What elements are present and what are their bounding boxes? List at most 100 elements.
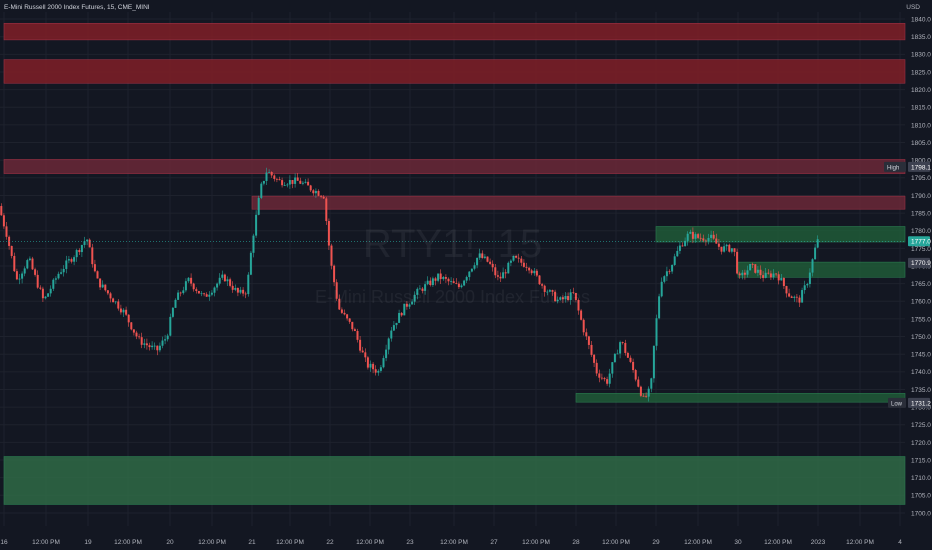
demand-zone [575,393,906,403]
candle-body [361,350,364,353]
candle-body [717,243,720,247]
candle-body [756,269,759,273]
candle-body [203,293,206,295]
price-axis[interactable]: 1700.0 1705.0 1710.0 1715.0 1720.0 1725.0 1730… [911,16,931,517]
candle-body [216,283,219,288]
candle-body [413,294,416,302]
candle-body [457,283,460,288]
candle-body [39,287,42,289]
candle-body [244,293,247,295]
candle-body [262,180,265,184]
price-tick-label: 1765.0 [911,281,931,288]
candle-body [333,265,336,283]
candle-body [442,276,445,280]
candle-body [281,180,284,186]
candle-body [270,171,273,176]
candle-body [593,354,596,363]
candle-body [743,272,746,275]
candle-body [278,179,281,181]
price-tick-label: 1700.0 [911,510,931,517]
candle-body [712,234,715,239]
candle-body [0,206,3,216]
candle-body [379,367,382,371]
watermark-name: E-Mini Russell 2000 Index Futures [314,287,591,307]
price-label-box [908,161,930,172]
price-tick-label: 1835.0 [911,34,931,41]
candle-body [785,286,788,294]
candle-body [811,259,814,273]
candle-body [431,278,434,286]
candle-body [590,344,593,355]
candle-body [801,290,804,303]
candle-body [99,278,102,288]
candle-body [192,283,195,290]
candle-body [374,369,377,373]
price-tick-label: 1805.0 [911,140,931,147]
candle-body [639,386,642,396]
time-tick-label: 28 [572,539,580,546]
candle-body [151,345,154,348]
candle-body [426,280,429,285]
candle-body [533,270,536,274]
candle-body [70,259,73,262]
candle-body [101,284,104,288]
price-tick-label: 1780.0 [911,228,931,235]
candle-body [296,177,299,181]
candle-body [522,262,525,267]
candle-body [780,278,783,281]
candle-body [678,245,681,251]
candle-body [247,274,250,295]
candle-body [411,301,414,305]
candle-body [762,275,765,278]
demand-zone [3,456,906,505]
time-tick-label: 12:00 PM [276,539,304,546]
candle-body [317,190,320,196]
candle-body [156,345,159,351]
price-tick-label: 1745.0 [911,352,931,359]
candle-body [530,270,533,274]
price-label-tag-box [884,161,906,172]
price-tick-label: 1785.0 [911,210,931,217]
candle-body [57,273,60,279]
candle-body [236,287,239,293]
candle-body [567,296,570,300]
candle-body [382,358,385,368]
candle-body [642,395,645,397]
candle-body [80,245,83,253]
candle-body [728,244,731,252]
time-axis[interactable]: 16 12:00 PM 19 12:00 PM 20 12:00 PM 21 12:00 PM… [0,539,902,546]
candle-body [777,274,780,281]
candle-body [34,269,37,275]
candle-body [78,250,81,253]
candle-body [346,314,349,319]
candle-body [291,180,294,184]
candle-body [626,352,629,358]
candle-body [83,241,86,246]
candle-body [564,296,567,300]
candle-body [205,294,208,297]
candle-body [255,214,258,236]
candle-body [348,318,351,322]
time-tick-label: 19 [84,539,92,546]
price-tick-label: 1710.0 [911,475,931,482]
candle-body [221,274,224,278]
candle-body [226,279,229,282]
candle-body [301,182,304,184]
candle-body [416,288,419,295]
candle-body [580,310,583,320]
price-tick-label: 1790.0 [911,193,931,200]
candle-body [621,342,624,343]
candle-body [405,303,408,307]
price-tick-label: 1825.0 [911,69,931,76]
time-tick-label: 12:00 PM [764,539,792,546]
candle-body [31,258,34,270]
time-tick-label: 12:00 PM [846,539,874,546]
candle-body [15,271,18,280]
price-tick-label: 1725.0 [911,422,931,429]
candle-body [174,299,177,308]
candle-body [67,259,70,261]
candle-body [309,185,312,191]
candle-body [372,363,375,370]
time-tick-label: 4 [898,539,902,546]
